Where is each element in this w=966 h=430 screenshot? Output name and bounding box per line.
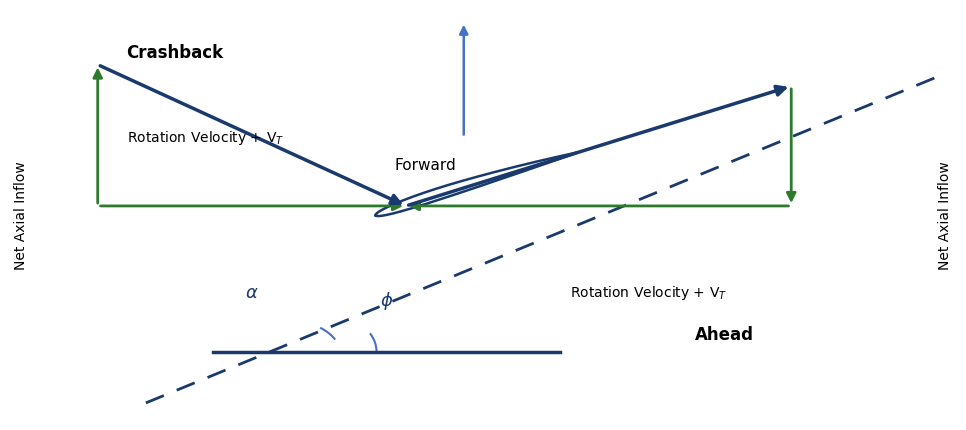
Text: Net Axial Inflow: Net Axial Inflow <box>938 161 952 269</box>
Text: Net Axial Inflow: Net Axial Inflow <box>14 161 28 269</box>
Text: Forward: Forward <box>394 157 456 172</box>
Text: Crashback: Crashback <box>127 44 224 61</box>
Text: $\phi$: $\phi$ <box>380 289 393 311</box>
Text: Ahead: Ahead <box>695 326 753 344</box>
Text: $\alpha$: $\alpha$ <box>245 283 259 301</box>
Text: Rotation Velocity + V$_T$: Rotation Velocity + V$_T$ <box>570 283 727 301</box>
Text: Rotation Velocity + V$_T$: Rotation Velocity + V$_T$ <box>127 129 284 147</box>
